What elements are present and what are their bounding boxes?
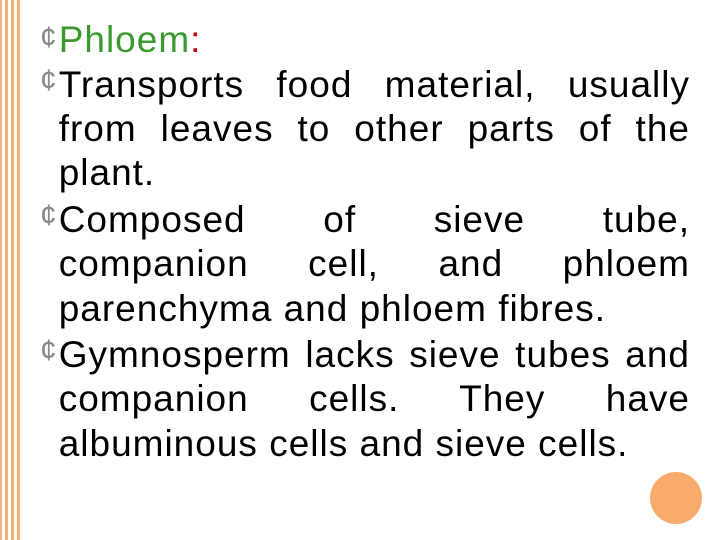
stripe-7	[17, 0, 20, 540]
bullet-icon: ¢	[40, 20, 57, 56]
title-word: Phloem	[59, 19, 190, 60]
list-item: ¢ Gymnosperm lacks sieve tubes and compa…	[40, 333, 690, 466]
bullet-icon: ¢	[40, 198, 57, 234]
bullet-icon: ¢	[40, 333, 57, 369]
bullet-icon: ¢	[40, 63, 57, 99]
item-text: Transports food material, usually from l…	[59, 63, 690, 196]
corner-circle-decoration	[650, 472, 702, 524]
list-item: ¢ Transports food material, usually from…	[40, 63, 690, 196]
list-item: ¢ Composed of sieve tube, companion cell…	[40, 198, 690, 331]
left-stripe-decoration	[0, 0, 20, 540]
slide-title: Phloem:	[59, 20, 202, 61]
slide-content: ¢ Phloem: ¢ Transports food material, us…	[40, 20, 690, 468]
title-colon: :	[190, 19, 201, 60]
title-row: ¢ Phloem:	[40, 20, 690, 61]
item-text: Composed of sieve tube, companion cell, …	[59, 198, 690, 331]
item-text: Gymnosperm lacks sieve tubes and compani…	[59, 333, 690, 466]
